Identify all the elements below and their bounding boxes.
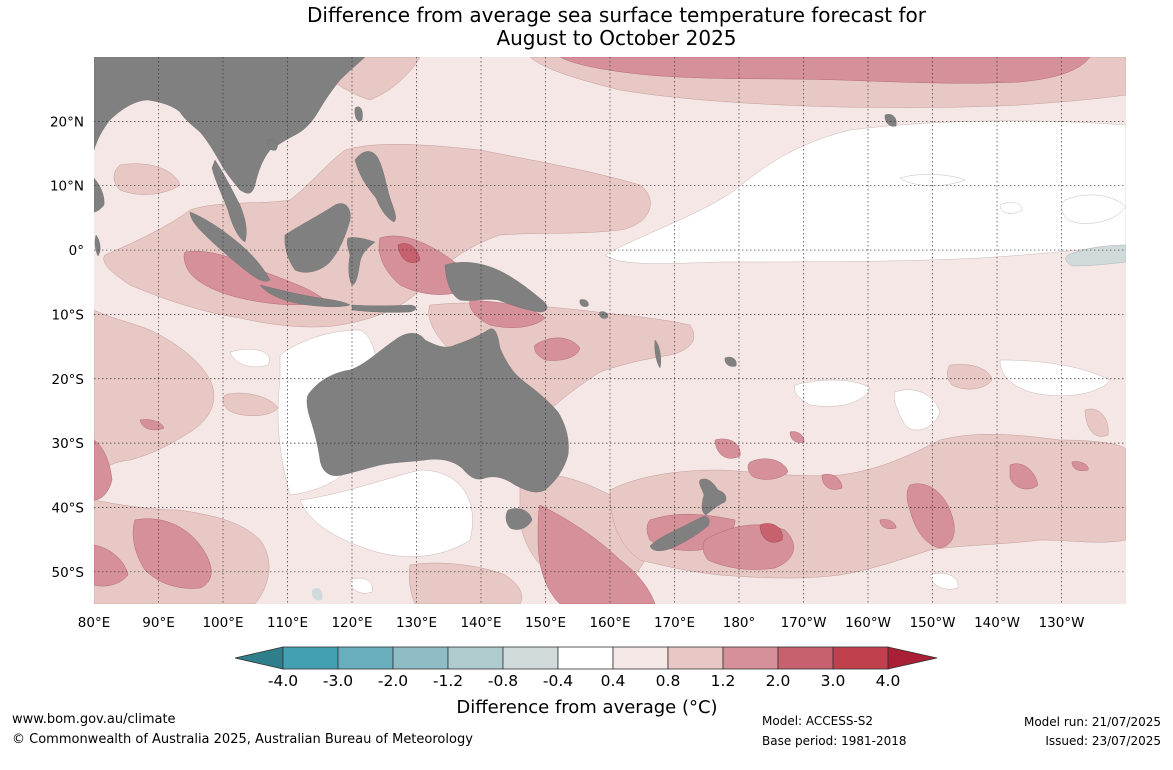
lon-tick-label: 120°E	[331, 615, 372, 631]
colorbar-tick-label: -0.4	[543, 672, 573, 690]
lon-tick-label: 100°E	[202, 615, 243, 631]
colorbar-segment	[557, 646, 614, 670]
colorbar: -4.0 -3.0 -2.0 -1.2 -0.8 -0.4 0.4 0.8 1.2 2.0 3.0 4…	[234, 646, 938, 690]
lat-tick-label: 20°S	[52, 372, 85, 388]
issued-text: Issued: 23/07/2025	[1045, 734, 1161, 748]
lon-tick-label: 140°E	[460, 615, 501, 631]
lat-tick-label: 50°S	[52, 565, 85, 581]
lon-tick-label: 180°	[723, 615, 756, 631]
land	[94, 57, 897, 551]
lon-tick-label: 170°W	[781, 615, 827, 631]
lon-tick-label: 130°W	[1039, 615, 1085, 631]
lat-tick-label: 20°N	[50, 114, 84, 130]
colorbar-tick-label: -2.0	[378, 672, 408, 690]
colorbar-tick-label: 0.4	[601, 672, 626, 690]
colorbar-tick-label: 1.2	[711, 672, 736, 690]
lon-tick-label: 140°W	[974, 615, 1020, 631]
longitude-labels: 80°E 90°E 100°E 110°E 120°E 130°E 140°E 150°E 16…	[78, 615, 1085, 631]
lon-tick-label: 160°E	[589, 615, 630, 631]
colorbar-tick-label: -4.0	[268, 672, 298, 690]
colorbar-tick-label: -3.0	[323, 672, 353, 690]
lon-tick-label: 150°W	[910, 615, 956, 631]
colorbar-segment	[392, 646, 449, 670]
model-text: Model: ACCESS-S2	[762, 714, 874, 728]
website-text: www.bom.gov.au/climate	[12, 712, 176, 727]
colorbar-segment	[282, 646, 339, 670]
colorbar-extend-low	[234, 646, 284, 670]
lat-tick-label: 40°S	[52, 500, 85, 516]
lon-tick-label: 90°E	[142, 615, 174, 631]
colorbar-segment	[832, 646, 889, 670]
colorbar-segment	[337, 646, 394, 670]
base-period-text: Base period: 1981-2018	[762, 734, 907, 748]
lon-tick-label: 160°W	[845, 615, 891, 631]
colorbar-title: Difference from average (°C)	[456, 697, 718, 718]
lat-tick-label: 30°S	[52, 436, 85, 452]
title-line-1: Difference from average sea surface temp…	[306, 3, 926, 27]
colorbar-tick-label: 4.0	[876, 672, 901, 690]
lon-tick-label: 170°E	[654, 615, 695, 631]
map-area	[94, 57, 1126, 604]
gridlines	[94, 57, 1126, 604]
title-line-2: August to October 2025	[496, 26, 737, 50]
chart-title: Difference from average sea surface temp…	[0, 4, 1173, 50]
colorbar-segment	[612, 646, 669, 670]
lat-tick-label: 10°S	[52, 307, 85, 323]
colorbar-segment	[447, 646, 504, 670]
lon-tick-label: 110°E	[267, 615, 308, 631]
colorbar-segment	[502, 646, 559, 670]
colorbar-tick-label: 0.8	[656, 672, 681, 690]
model-run-text: Model run: 21/07/2025	[1023, 715, 1161, 729]
colorbar-tick-label: -1.2	[433, 672, 463, 690]
colorbar-tick-label: -0.8	[488, 672, 518, 690]
colorbar-segment	[667, 646, 724, 670]
anomaly-negative-patch-south	[311, 588, 323, 601]
colorbar-segment	[777, 646, 834, 670]
colorbar-segment	[722, 646, 779, 670]
anomaly-1.2-2.0	[94, 57, 1091, 604]
colorbar-tick-label: 3.0	[821, 672, 846, 690]
lat-tick-label: 10°N	[50, 179, 84, 195]
latitude-labels: 20°N 10°N 0° 10°S 20°S 30°S 40°S 50°S	[50, 114, 84, 580]
lon-tick-label: 150°E	[525, 615, 566, 631]
lat-tick-label: 0°	[69, 243, 84, 259]
anomaly-2.0-3.0	[397, 243, 783, 543]
copyright-text: © Commonwealth of Australia 2025, Austra…	[12, 732, 473, 747]
colorbar-tick-label: 2.0	[766, 672, 791, 690]
lon-tick-label: 130°E	[396, 615, 437, 631]
lon-tick-label: 80°E	[78, 615, 110, 631]
colorbar-extend-high	[887, 646, 938, 670]
